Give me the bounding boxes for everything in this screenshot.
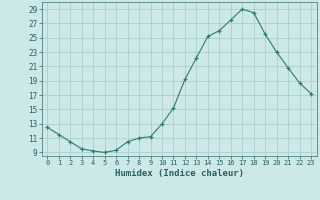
X-axis label: Humidex (Indice chaleur): Humidex (Indice chaleur) [115, 169, 244, 178]
